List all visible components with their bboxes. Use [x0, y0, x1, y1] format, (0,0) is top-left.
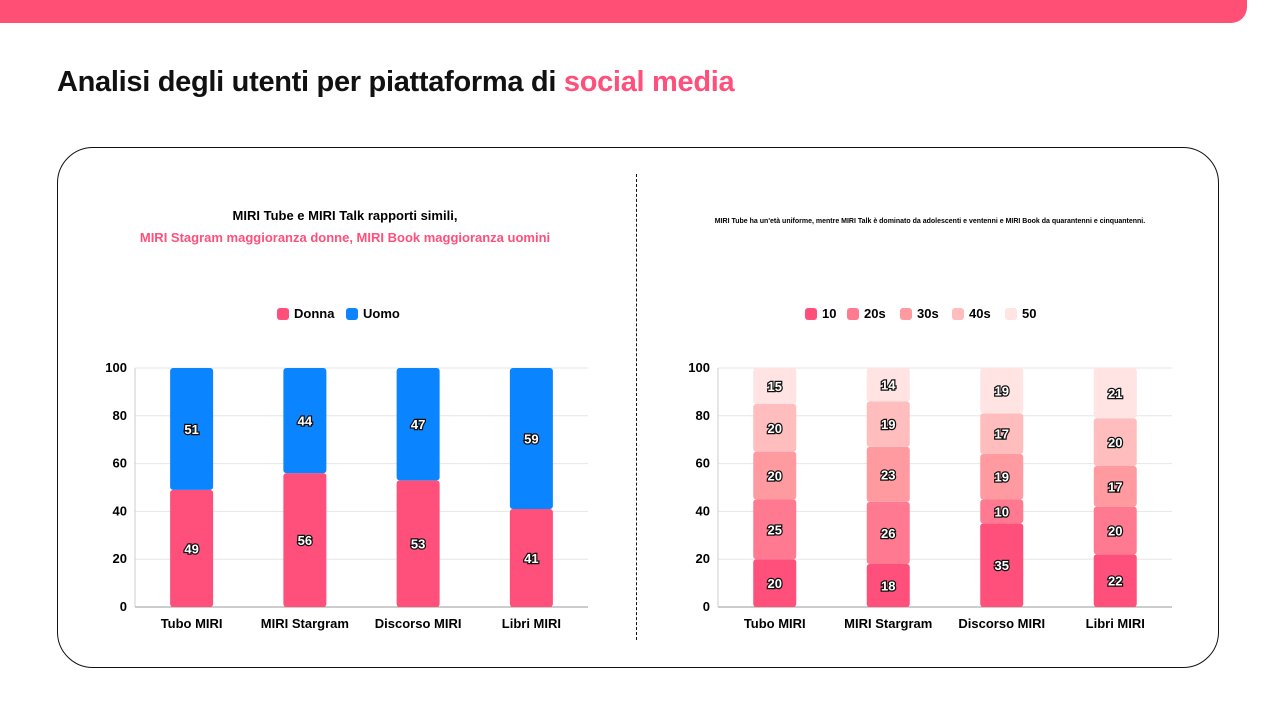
data-label: 56 — [298, 533, 312, 548]
legend-swatch — [900, 308, 912, 320]
data-label: 59 — [524, 432, 538, 447]
bar-segment — [866, 563, 910, 607]
data-label: 15 — [768, 379, 782, 394]
x-tick-label: Libri MIRI — [502, 616, 561, 631]
data-label: 49 — [184, 541, 198, 556]
legend-label: 40s — [969, 306, 991, 321]
chart1-subtitle: MIRI Stagram maggioranza donne, MIRI Boo… — [139, 230, 551, 245]
data-label: 20 — [768, 469, 782, 484]
data-label: 17 — [1108, 479, 1122, 494]
y-tick-label: 40 — [696, 503, 710, 518]
bar-segment — [753, 368, 797, 404]
bar-segment — [753, 559, 797, 607]
data-label: 17 — [995, 427, 1009, 442]
bar-segment — [509, 509, 553, 607]
bar-segment — [980, 413, 1024, 455]
top-accent-bar — [0, 0, 1247, 23]
data-label: 19 — [995, 470, 1009, 485]
x-tick-label: Discorso MIRI — [958, 616, 1045, 631]
data-label: 51 — [184, 422, 198, 437]
y-tick-label: 80 — [113, 408, 127, 423]
data-label: 20 — [1108, 524, 1122, 539]
y-tick-label: 60 — [696, 456, 710, 471]
y-tick-label: 100 — [688, 360, 710, 375]
bar-segment — [980, 368, 1024, 414]
data-label: 18 — [881, 578, 895, 593]
data-label: 19 — [881, 417, 895, 432]
y-tick-label: 20 — [696, 551, 710, 566]
x-tick-label: Tubo MIRI — [161, 616, 223, 631]
bar-segment — [980, 523, 1024, 607]
y-tick-label: 20 — [113, 551, 127, 566]
y-tick-label: 60 — [113, 456, 127, 471]
x-tick-label: Tubo MIRI — [744, 616, 806, 631]
bar-segment — [283, 368, 327, 474]
data-label: 10 — [995, 504, 1009, 519]
data-label: 19 — [995, 384, 1009, 399]
x-tick-label: Discorso MIRI — [375, 616, 462, 631]
bar-segment — [753, 451, 797, 500]
x-tick-label: MIRI Stargram — [261, 616, 349, 631]
chart1-title: MIRI Tube e MIRI Talk rapporti simili, — [232, 208, 458, 223]
data-label: 35 — [995, 558, 1009, 573]
bar-segment — [753, 403, 797, 452]
bar-segment — [866, 501, 910, 564]
data-label: 20 — [768, 421, 782, 436]
legend-swatch — [952, 308, 964, 320]
chart2-title: MIRI Tube ha un'età uniforme, mentre MIR… — [714, 218, 1146, 225]
data-label: 47 — [411, 417, 425, 432]
bar-segment — [866, 446, 910, 502]
data-label: 22 — [1108, 574, 1122, 589]
legend-swatch — [277, 308, 289, 320]
bar-segment — [1093, 465, 1137, 507]
y-tick-label: 100 — [105, 360, 127, 375]
data-label: 20 — [768, 576, 782, 591]
data-label: 44 — [298, 414, 313, 429]
legend-swatch — [1005, 308, 1017, 320]
bar-segment — [283, 473, 327, 607]
bar-segment — [1093, 554, 1137, 607]
bar-segment — [866, 401, 910, 447]
data-label: 20 — [1108, 435, 1122, 450]
legend-label: 30s — [917, 306, 939, 321]
bar-segment — [753, 499, 797, 560]
divider — [636, 174, 637, 640]
legend-label: Uomo — [363, 306, 400, 321]
bar-segment — [509, 368, 553, 510]
bar-segment — [980, 499, 1024, 524]
y-tick-label: 40 — [113, 503, 127, 518]
y-tick-label: 80 — [696, 408, 710, 423]
legend-label: 20s — [864, 306, 886, 321]
data-label: 53 — [411, 537, 425, 552]
bar-segment — [170, 368, 214, 490]
data-label: 23 — [881, 467, 895, 482]
data-label: 26 — [881, 526, 895, 541]
x-tick-label: Libri MIRI — [1086, 616, 1145, 631]
x-tick-label: MIRI Stargram — [844, 616, 932, 631]
data-label: 41 — [524, 551, 538, 566]
bar-segment — [980, 454, 1024, 500]
bar-segment — [1093, 368, 1137, 419]
bar-segment — [396, 368, 440, 481]
legend-swatch — [847, 308, 859, 320]
data-label: 21 — [1108, 386, 1122, 401]
y-tick-label: 0 — [120, 599, 127, 614]
bar-segment — [170, 489, 214, 607]
chart-card — [57, 147, 1219, 668]
legend-label: 50 — [1022, 306, 1036, 321]
data-label: 14 — [881, 378, 896, 393]
legend-label: 10 — [822, 306, 836, 321]
bar-segment — [396, 480, 440, 607]
page-title: Analisi degli utenti per piattaforma di … — [57, 66, 735, 98]
bar-segment — [866, 368, 910, 402]
legend-swatch — [805, 308, 817, 320]
bar-segment — [1093, 418, 1137, 466]
legend-label: Donna — [294, 306, 335, 321]
y-tick-label: 0 — [703, 599, 710, 614]
data-label: 25 — [768, 522, 782, 537]
legend-swatch — [346, 308, 358, 320]
bar-segment — [1093, 506, 1137, 555]
